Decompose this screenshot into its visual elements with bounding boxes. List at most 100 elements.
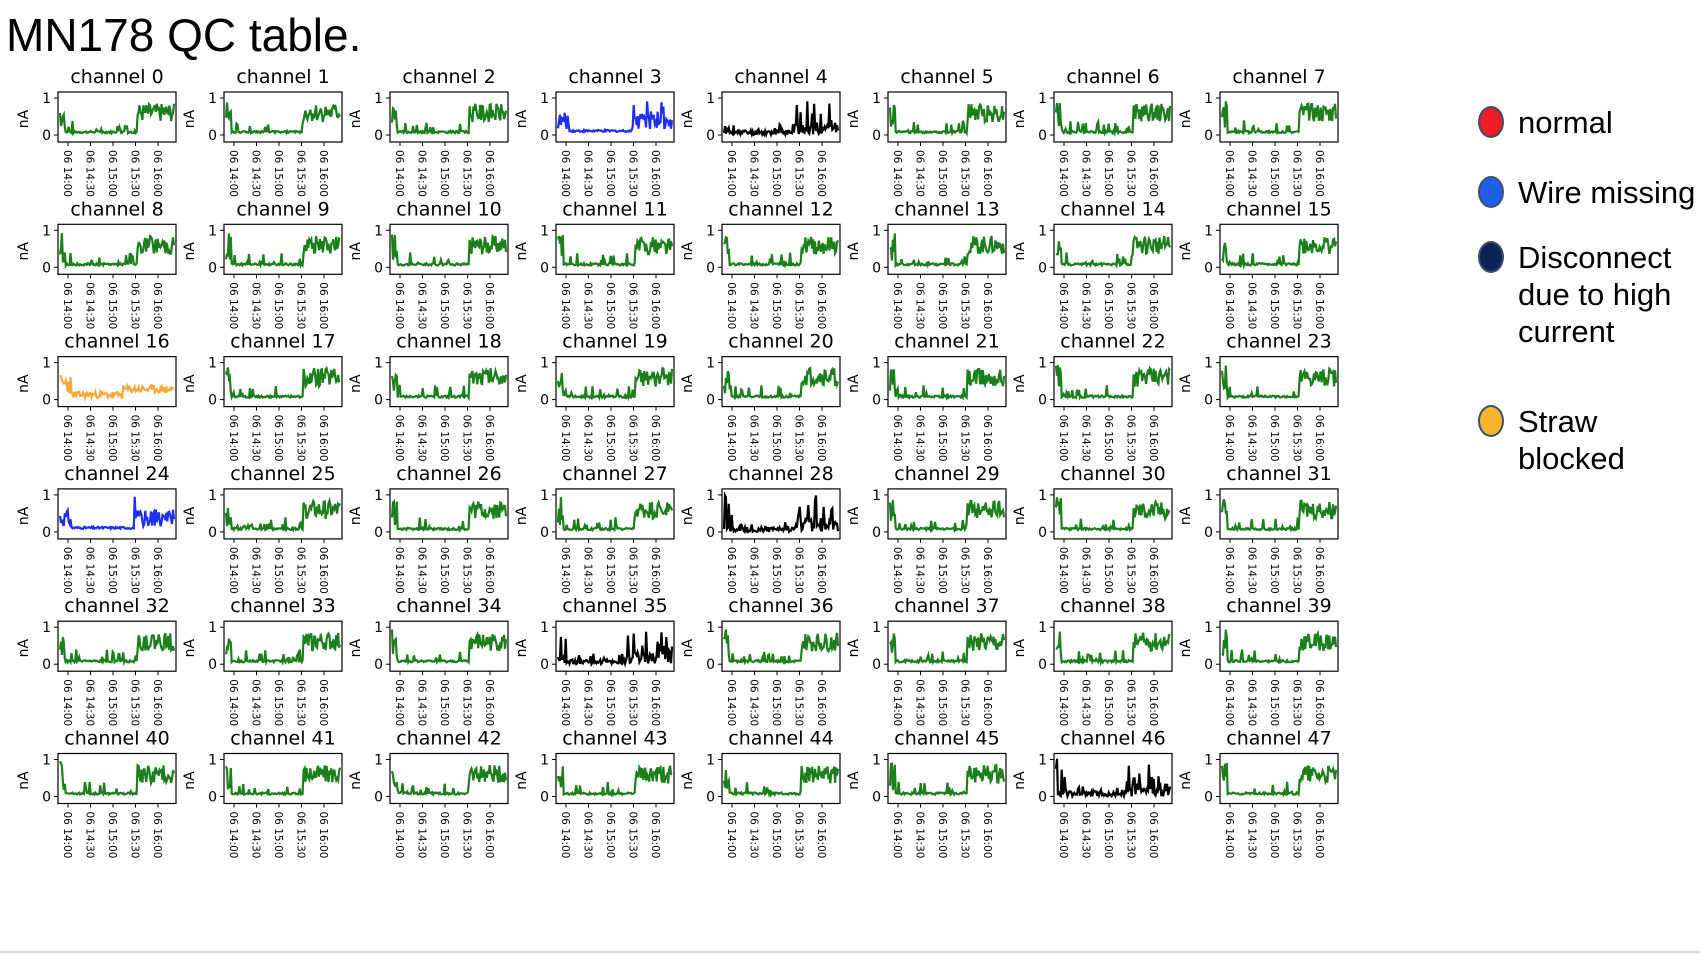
x-tick-label: 06 15:30: [959, 150, 971, 197]
plot-frame: [389, 356, 509, 408]
x-tick-label: 06 15:30: [1291, 547, 1303, 594]
channel-subplot: channel 12 nA 1 0 06 14:00 06 14:30 06 15:00 06…: [680, 198, 841, 329]
subplot-title: channel 31: [1226, 463, 1331, 485]
channel-subplot: channel 30 nA 1 0 06 14:00 06 14:30 06 15:00 06…: [1012, 463, 1173, 594]
x-tick-label: 06 14:00: [1223, 679, 1235, 726]
subplot-title: channel 27: [562, 463, 667, 485]
x-tick-label: 06 16:00: [1147, 282, 1159, 329]
y-tick-label: 1: [42, 753, 51, 769]
x-tick-label: 06 15:00: [438, 282, 450, 329]
plot-frame: [1053, 620, 1173, 672]
y-axis-label: nA: [1178, 639, 1194, 658]
plot-frame: [57, 620, 177, 672]
channel-trace: [556, 101, 674, 134]
plot-frame: [721, 91, 841, 143]
x-tick-label: 06 14:00: [559, 150, 571, 197]
channel-trace: [224, 496, 341, 534]
y-axis-label: nA: [1012, 242, 1028, 261]
x-tick-label: 06 16:00: [483, 150, 495, 197]
x-tick-label: 06 15:00: [106, 150, 118, 197]
subplot-title: channel 47: [1226, 728, 1331, 750]
x-tick-label: 06 14:00: [227, 812, 239, 859]
channel-trace: [59, 760, 176, 797]
subplot-title: channel 21: [894, 331, 999, 353]
x-tick-label: 06 15:30: [129, 812, 141, 859]
y-tick-label: 1: [872, 753, 881, 769]
x-tick-label: 06 15:30: [1125, 812, 1137, 859]
x-tick-label: 06 14:30: [914, 547, 926, 594]
channel-trace: [224, 764, 342, 797]
x-tick-label: 06 15:00: [770, 547, 782, 594]
subplot-title: channel 45: [894, 728, 999, 750]
x-tick-label: 06 14:00: [1223, 282, 1235, 329]
y-tick-label: 1: [540, 620, 549, 636]
x-tick-label: 06 15:30: [129, 547, 141, 594]
channel-subplot: channel 23 nA 1 0 06 14:00 06 14:30 06 15:00 06…: [1178, 331, 1339, 462]
plot-frame: [887, 620, 1007, 672]
channel-subplot: channel 35 nA 1 0 06 14:00 06 14:30 06 15:00 06…: [514, 595, 675, 726]
y-axis-label: nA: [680, 771, 696, 790]
y-tick-label: 0: [1038, 128, 1047, 144]
subplot-title: channel 26: [396, 463, 501, 485]
x-tick-label: 06 16:00: [317, 812, 329, 859]
x-tick-label: 06 14:00: [891, 415, 903, 462]
channel-trace: [58, 233, 176, 270]
x-tick-label: 06 14:30: [748, 415, 760, 462]
y-tick-label: 0: [42, 790, 51, 806]
bottom-divider: [0, 951, 1700, 953]
y-tick-label: 0: [42, 525, 51, 541]
x-tick-label: 06 16:00: [151, 679, 163, 726]
y-tick-label: 0: [1204, 657, 1213, 673]
x-tick-label: 06 14:30: [748, 282, 760, 329]
y-axis-label: nA: [16, 506, 32, 525]
channel-trace: [1221, 236, 1338, 270]
channel-trace: [556, 235, 674, 268]
x-tick-label: 06 14:30: [416, 150, 428, 197]
y-tick-label: 1: [208, 620, 217, 636]
plot-frame: [721, 356, 841, 408]
x-tick-label: 06 15:00: [770, 679, 782, 726]
channel-trace: [723, 235, 839, 269]
x-tick-label: 06 14:00: [891, 812, 903, 859]
y-axis-label: nA: [182, 109, 198, 128]
y-axis-label: nA: [16, 771, 32, 790]
channel-subplot: channel 4 nA 1 0 06 14:00 06 14:30 06 15:00 06 …: [680, 66, 841, 197]
channel-subplot: channel 33 nA 1 0 06 14:00 06 14:30 06 15:00 06…: [182, 595, 343, 726]
x-tick-label: 06 15:00: [106, 679, 118, 726]
x-tick-label: 06 14:30: [84, 150, 96, 197]
channel-subplot: channel 19 nA 1 0 06 14:00 06 14:30 06 15:00 06…: [514, 331, 675, 462]
y-axis-label: nA: [182, 374, 198, 393]
x-tick-label: 06 14:00: [61, 415, 73, 462]
y-tick-label: 1: [706, 356, 715, 372]
legend-swatch-straw-blocked: [1478, 405, 1504, 437]
x-tick-label: 06 16:00: [483, 282, 495, 329]
x-tick-label: 06 15:00: [770, 282, 782, 329]
x-tick-label: 06 16:00: [981, 679, 993, 726]
legend-swatch-wire-missing: [1478, 176, 1504, 208]
y-axis-label: nA: [1178, 771, 1194, 790]
x-tick-label: 06 15:00: [1102, 150, 1114, 197]
x-tick-label: 06 14:00: [559, 812, 571, 859]
x-tick-label: 06 14:30: [1080, 150, 1092, 197]
legend-label: normal: [1518, 105, 1613, 140]
channel-subplot: channel 27 nA 1 0 06 14:00 06 14:30 06 15:00 06…: [514, 463, 675, 594]
y-tick-label: 1: [540, 356, 549, 372]
y-tick-label: 1: [1038, 753, 1047, 769]
channel-trace: [889, 233, 1006, 269]
subplot-title: channel 5: [900, 66, 993, 88]
y-tick-label: 0: [540, 393, 549, 409]
y-tick-label: 1: [706, 753, 715, 769]
x-tick-label: 06 15:30: [627, 547, 639, 594]
x-tick-label: 06 14:30: [416, 282, 428, 329]
plot-frame: [57, 356, 177, 408]
subplot-title: channel 37: [894, 595, 999, 617]
x-tick-label: 06 15:00: [1102, 415, 1114, 462]
x-tick-label: 06 14:00: [725, 415, 737, 462]
x-tick-label: 06 14:30: [1080, 282, 1092, 329]
x-tick-label: 06 14:30: [748, 150, 760, 197]
channel-trace: [58, 101, 176, 137]
subplot-title: channel 0: [70, 66, 163, 88]
x-tick-label: 06 16:00: [815, 150, 827, 197]
subplot-title: channel 28: [728, 463, 833, 485]
y-axis-label: nA: [1178, 109, 1194, 128]
